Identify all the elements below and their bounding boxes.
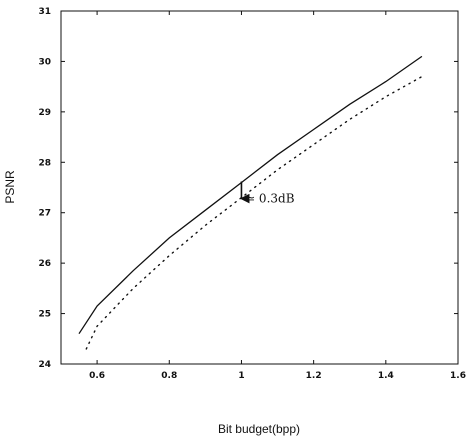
y-tick-label: 27 — [38, 209, 51, 219]
y-tick-label: 24 — [38, 360, 51, 370]
series-line-dotted — [85, 75, 423, 350]
x-tick-label: 1.4 — [378, 371, 394, 381]
y-axis-title: PSNR — [3, 170, 17, 204]
x-axis-title: Bit budget(bpp) — [218, 422, 300, 436]
y-tick-label: 28 — [38, 158, 51, 168]
y-tick-label: 31 — [38, 7, 51, 17]
x-tick-label: 1.6 — [450, 371, 466, 381]
y-ticks: 24 25 26 27 28 29 30 31 — [38, 7, 458, 370]
annotation-label: ≃ 0.3dB — [245, 192, 295, 206]
y-tick-label: 30 — [38, 57, 51, 67]
x-ticks: 0.6 0.8 1 1.2 1.4 1.6 — [89, 11, 466, 381]
y-tick-label: 25 — [38, 310, 51, 320]
x-tick-label: 0.8 — [161, 371, 177, 381]
annotation-group: ≃ 0.3dB — [239, 181, 295, 206]
x-tick-label: 1 — [238, 371, 244, 381]
x-tick-label: 1.2 — [306, 371, 322, 381]
y-tick-label: 26 — [38, 259, 51, 269]
plot-frame — [60, 10, 459, 365]
y-tick-label: 29 — [38, 108, 51, 118]
x-tick-label: 0.6 — [89, 371, 105, 381]
